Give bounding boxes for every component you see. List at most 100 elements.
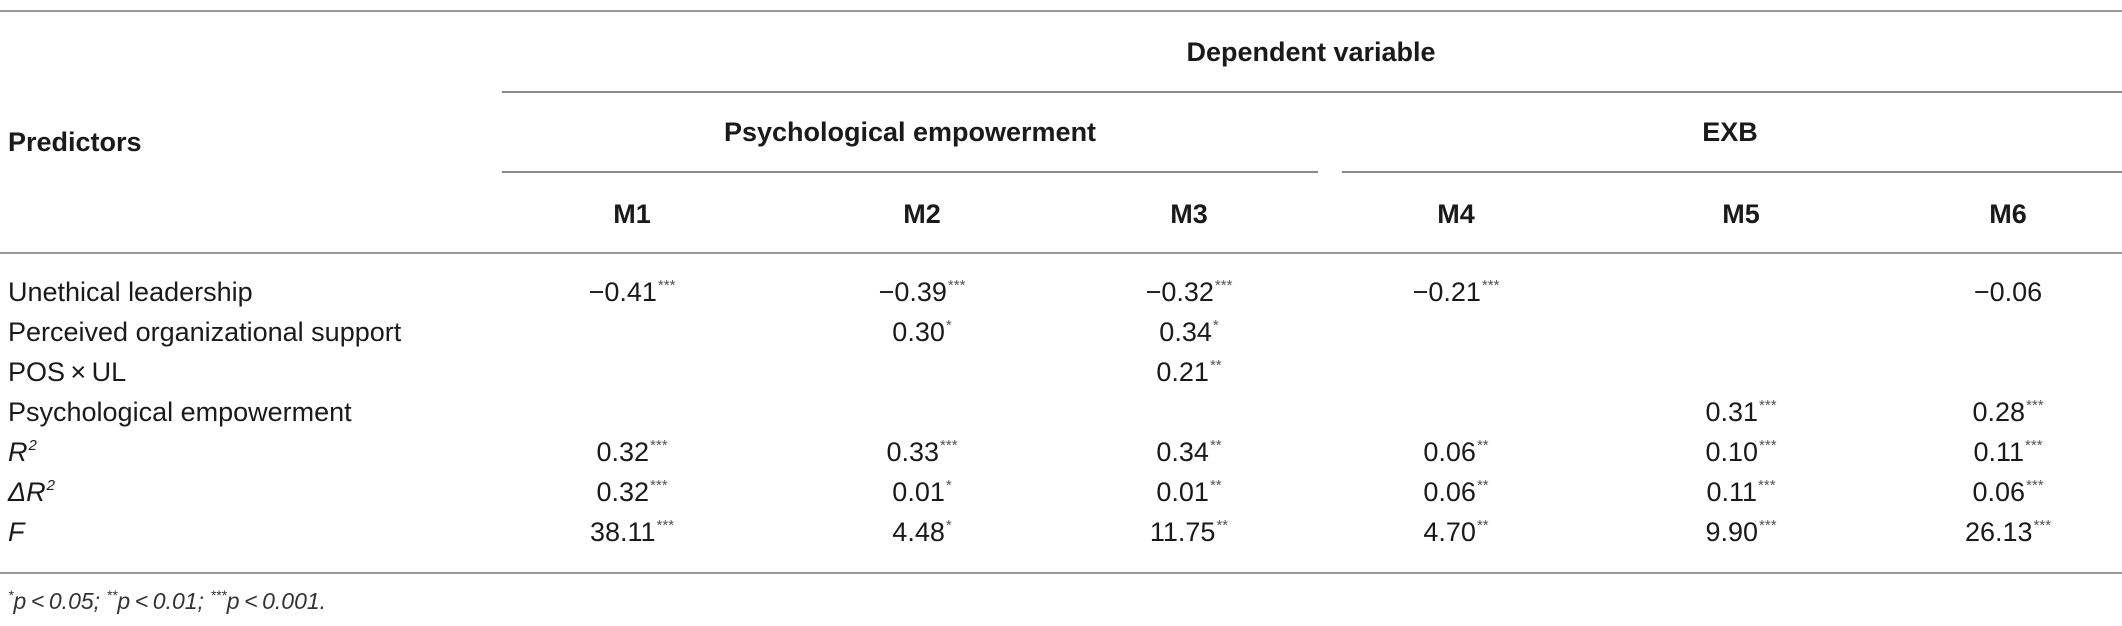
significance-stars: ***: [650, 477, 668, 494]
table-cell: 0.28***: [1972, 396, 2043, 428]
cell-value: 0.06: [1423, 477, 1476, 507]
cell-value: 0.10: [1705, 437, 1759, 467]
significance-stars: ***: [1759, 437, 1777, 454]
table-cell: 38.11***: [590, 516, 674, 548]
significance-stars: **: [1216, 517, 1229, 534]
significance-stars: **: [1476, 517, 1489, 534]
cell-value: 0.34: [1156, 437, 1209, 467]
significance-stars: ***: [2026, 397, 2044, 414]
significance-stars: **: [1209, 437, 1222, 454]
table-cell: 0.11***: [1973, 436, 2042, 468]
table-cell: 9.90***: [1705, 516, 1776, 548]
row-label: Perceived organizational support: [8, 316, 401, 348]
cell-value: 0.11: [1973, 437, 2025, 467]
model-header-m2: M2: [903, 199, 941, 229]
cell-value: 0.06: [1972, 477, 2026, 507]
cell-value: 0.32: [596, 437, 650, 467]
cell-value: 4.70: [1423, 517, 1476, 547]
significance-stars: *: [945, 517, 952, 534]
significance-stars: ***: [2033, 517, 2052, 534]
note-text-1: p < 0.05;: [13, 588, 107, 614]
header-bottom-rule: [0, 252, 2122, 254]
table-cell: −0.21***: [1413, 276, 1500, 308]
cell-value: 26.13: [1964, 517, 2033, 547]
table-cell: −0.41***: [589, 276, 676, 308]
significance-stars: ***: [2025, 437, 2043, 454]
row-label-superscript: 2: [28, 437, 37, 454]
table-cell: 0.10***: [1705, 436, 1776, 468]
significance-stars: **: [1476, 477, 1489, 494]
model-header-m1: M1: [613, 199, 651, 229]
significance-stars: ***: [650, 437, 668, 454]
cell-value: 0.32: [596, 477, 650, 507]
cell-value: 0.33: [886, 437, 940, 467]
row-label: Unethical leadership: [8, 276, 253, 308]
cell-value: 9.90: [1705, 517, 1759, 547]
significance-stars: ***: [1759, 397, 1777, 414]
table-cell: 0.06**: [1423, 476, 1488, 508]
cell-value: −0.41: [588, 277, 657, 307]
significance-stars: ***: [657, 277, 676, 294]
table-cell: −0.06: [1974, 276, 2042, 308]
significance-stars: ***: [947, 277, 966, 294]
note-text-2: p < 0.01;: [117, 588, 211, 614]
row-label-text: R: [8, 437, 28, 467]
psychological-empowerment-header: Psychological empowerment: [723, 117, 1097, 147]
row-label: POS × UL: [8, 356, 126, 388]
row-label-text: F: [8, 517, 25, 547]
cell-value: 0.01: [1156, 477, 1209, 507]
table-cell: 0.01*: [892, 476, 951, 508]
table-cell: 0.32***: [596, 436, 667, 468]
significance-stars: ***: [940, 437, 958, 454]
cell-value: −0.32: [1145, 277, 1214, 307]
significance-stars: **: [1476, 437, 1489, 454]
row-label: ΔR2: [8, 476, 55, 508]
cell-value: −0.06: [1973, 277, 2043, 307]
dependent-variable-header: Dependent variable: [1186, 37, 1436, 67]
significance-stars: ***: [656, 517, 675, 534]
table-cell: 0.06**: [1423, 436, 1488, 468]
significance-stars: ***: [1214, 277, 1233, 294]
significance-stars: ***: [2026, 477, 2044, 494]
cell-value: 38.11: [589, 517, 656, 547]
row-label-text: Unethical leadership: [8, 277, 253, 307]
significance-stars: ***: [1759, 517, 1777, 534]
row-label-text: ΔR: [8, 477, 46, 507]
cell-value: 0.21: [1156, 357, 1209, 387]
cell-value: 0.01: [892, 477, 945, 507]
table-cell: 0.32***: [596, 476, 667, 508]
model-header-m4: M4: [1437, 199, 1475, 229]
table-bottom-rule: [0, 572, 2122, 574]
table-cell: 0.34**: [1156, 436, 1221, 468]
significance-stars: *: [945, 317, 952, 334]
table-cell: 0.01**: [1156, 476, 1221, 508]
cell-value: 0.31: [1705, 397, 1759, 427]
exb-rule: [1342, 171, 2122, 173]
table-cell: 4.48*: [892, 516, 951, 548]
note-text-3: p < 0.001.: [226, 588, 327, 614]
table-cell: 0.30*: [892, 316, 951, 348]
cell-value: 0.28: [1972, 397, 2026, 427]
cell-value: 0.34: [1159, 317, 1212, 347]
significance-stars: *: [945, 477, 952, 494]
cell-value: 11.75: [1149, 517, 1216, 547]
note-star-3: ***: [210, 587, 227, 603]
table-cell: 26.13***: [1965, 516, 2051, 548]
cell-value: 0.30: [892, 317, 945, 347]
significance-stars: ***: [1481, 277, 1500, 294]
significance-stars: **: [1209, 477, 1222, 494]
significance-stars: **: [1209, 357, 1222, 374]
table-cell: 0.34*: [1159, 316, 1218, 348]
top-rule: [0, 10, 2122, 12]
table-cell: 11.75**: [1150, 516, 1228, 548]
model-header-m6: M6: [1989, 199, 2027, 229]
row-label: F: [8, 516, 25, 548]
cell-value: 4.48: [892, 517, 945, 547]
significance-stars: *: [1212, 317, 1219, 334]
note-star-1: *: [8, 587, 14, 603]
significance-note: *p < 0.05; **p < 0.01; ***p < 0.001.: [8, 588, 326, 615]
cell-value: 0.11: [1706, 477, 1758, 507]
row-label-text: Perceived organizational support: [8, 317, 402, 347]
model-header-m3: M3: [1170, 199, 1208, 229]
dependent-variable-rule: [502, 91, 2122, 93]
